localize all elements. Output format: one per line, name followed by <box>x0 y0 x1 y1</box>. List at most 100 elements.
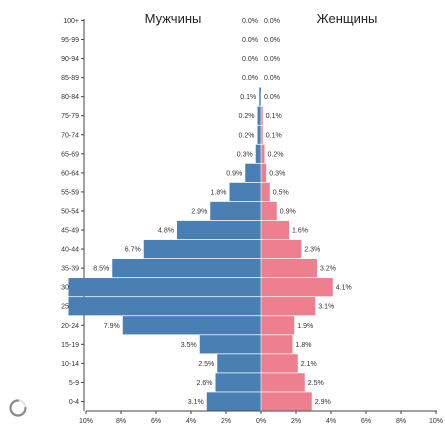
female-value-label: 3.2% <box>320 266 336 273</box>
male-value-label: 4.8% <box>158 228 174 235</box>
age-group-label: 95-99 <box>61 37 79 44</box>
male-value-label: 0.2% <box>239 113 255 120</box>
female-value-label: 2.5% <box>308 380 324 387</box>
male-bar <box>68 297 261 316</box>
male-bar <box>255 144 261 163</box>
loading-spinner-icon <box>8 398 28 418</box>
female-bar <box>261 125 263 144</box>
female-value-label: 0.0% <box>264 56 280 63</box>
female-bar <box>261 220 289 240</box>
x-tick-label: 2% <box>221 418 231 425</box>
female-value-label: 2.1% <box>301 361 317 368</box>
male-bar <box>257 125 261 144</box>
age-group-label: 70-74 <box>61 132 79 139</box>
male-value-label: 1.8% <box>211 189 227 196</box>
x-tick-label: 6% <box>361 418 371 425</box>
female-bar <box>261 392 312 411</box>
female-value-label: 1.8% <box>296 342 312 349</box>
x-tick-label: 4% <box>186 418 196 425</box>
male-bar <box>259 87 261 106</box>
female-bar <box>261 106 263 125</box>
x-tick-label: 4% <box>326 418 336 425</box>
male-value-label: 2.9% <box>191 208 207 215</box>
female-value-label: 0.0% <box>264 37 280 44</box>
age-group-label: 15-19 <box>61 342 79 349</box>
female-bar <box>261 373 305 392</box>
x-tick-label: 8% <box>396 418 406 425</box>
female-value-label: 0.2% <box>268 151 284 158</box>
age-group-label: 90-94 <box>61 56 79 63</box>
male-value-label: 7.9% <box>104 323 120 330</box>
female-bar <box>261 182 270 202</box>
age-group-label: 80-84 <box>61 94 79 101</box>
male-bar <box>229 182 261 202</box>
male-value-label: 8.5% <box>93 266 109 273</box>
age-group-label: 5-9 <box>69 380 79 387</box>
male-value-label: 2.5% <box>198 361 214 368</box>
female-value-label: 0.1% <box>266 132 282 139</box>
male-bar <box>122 316 261 335</box>
male-value-label: 0.0% <box>242 56 258 63</box>
male-bar <box>177 220 261 240</box>
age-group-label: 50-54 <box>61 208 79 215</box>
female-value-label: 1.6% <box>292 228 308 235</box>
male-value-label: 0.0% <box>242 37 258 44</box>
x-tick-label: 10% <box>79 418 93 425</box>
female-value-label: 0.3% <box>269 170 285 177</box>
male-bar <box>206 392 261 411</box>
age-group-label: 10-14 <box>61 361 79 368</box>
x-tick-label: 6% <box>151 418 161 425</box>
female-value-label: 0.9% <box>280 208 296 215</box>
right-side-title: Женщины <box>317 11 378 26</box>
male-bar <box>215 373 261 392</box>
age-group-label: 20-24 <box>61 323 79 330</box>
age-group-label: 35-39 <box>61 266 79 273</box>
x-tick-label: 0% <box>256 418 266 425</box>
female-value-label: 2.9% <box>315 399 331 406</box>
female-bar <box>261 258 317 278</box>
female-value-label: 4.1% <box>336 285 352 292</box>
female-bar <box>261 163 267 183</box>
age-group-label: 85-89 <box>61 75 79 82</box>
x-tick-label: 10% <box>429 418 443 425</box>
female-bar <box>261 297 316 316</box>
male-bar <box>257 106 261 125</box>
female-bar <box>261 335 293 354</box>
female-value-label: 2.3% <box>304 247 320 254</box>
male-value-label: 0.0% <box>242 75 258 82</box>
age-group-label: 40-44 <box>61 247 79 254</box>
male-value-label: 2.6% <box>197 380 213 387</box>
age-group-label: 100+ <box>63 18 79 25</box>
male-value-label: 3.1% <box>188 399 204 406</box>
female-value-label: 0.0% <box>264 94 280 101</box>
male-value-label: 0.0% <box>242 18 258 25</box>
female-value-label: 0.0% <box>264 75 280 82</box>
male-value-label: 0.3% <box>237 151 253 158</box>
age-group-label: 45-49 <box>61 228 79 235</box>
male-value-label: 6.7% <box>125 247 141 254</box>
left-side-title: Мужчины <box>145 11 202 26</box>
male-value-label: 3.5% <box>181 342 197 349</box>
male-bar <box>68 278 261 297</box>
age-group-label: 55-59 <box>61 189 79 196</box>
female-value-label: 0.5% <box>273 189 289 196</box>
male-bar <box>143 239 261 259</box>
male-bar <box>210 201 261 221</box>
female-value-label: 0.0% <box>264 18 280 25</box>
male-bar <box>199 335 261 354</box>
age-group-label: 65-69 <box>61 151 79 158</box>
male-bar <box>112 258 261 278</box>
bars <box>68 87 333 411</box>
male-value-label: 0.2% <box>239 132 255 139</box>
female-bar <box>261 354 298 373</box>
female-value-label: 3.1% <box>318 304 334 311</box>
age-group-label: 75-79 <box>61 113 79 120</box>
female-bar <box>261 144 265 163</box>
female-bar <box>261 278 333 297</box>
female-value-label: 1.9% <box>297 323 313 330</box>
female-bar <box>261 239 302 259</box>
female-bar <box>261 201 277 221</box>
female-bar <box>261 316 295 335</box>
age-group-label: 0-4 <box>69 399 79 406</box>
